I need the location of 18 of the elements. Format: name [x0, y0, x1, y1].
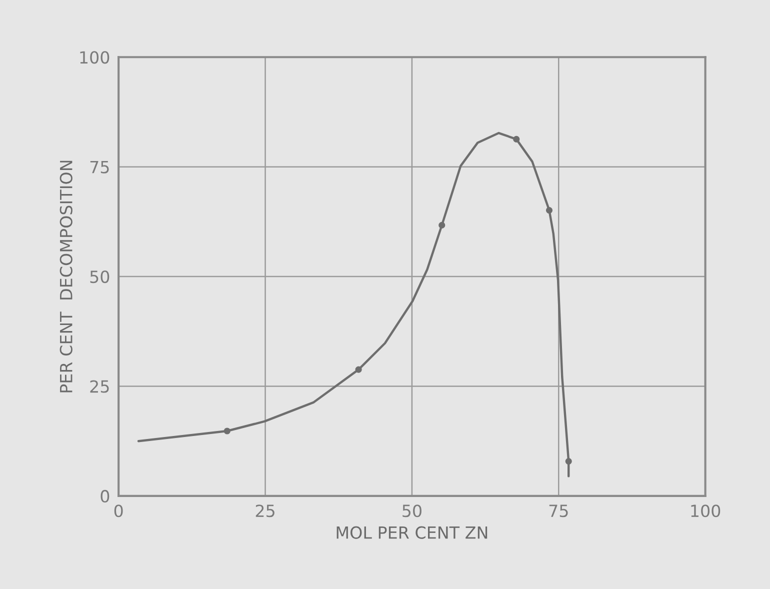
x-tick-label: 75: [549, 504, 568, 518]
point: [565, 458, 572, 465]
y-tick-label: 100: [80, 51, 110, 64]
x-tick-label: 0: [114, 504, 123, 518]
point: [513, 136, 520, 142]
x-axis-title: MOL PER CENT ZN: [336, 526, 488, 539]
y-tick-label: 0: [100, 490, 110, 503]
point: [355, 366, 362, 373]
x-tick-label: 25: [256, 504, 274, 518]
y-tick-label: 50: [90, 270, 110, 284]
point: [546, 206, 553, 214]
x-tick-label: 100: [691, 504, 720, 518]
point: [224, 428, 230, 434]
y-tick-label: 75: [90, 161, 109, 174]
y-tick-label: 25: [90, 380, 109, 393]
point: [438, 222, 446, 228]
x-tick-label: 50: [402, 504, 422, 518]
y-axis-title: PER CENT DECOMPOSITION: [60, 160, 72, 392]
